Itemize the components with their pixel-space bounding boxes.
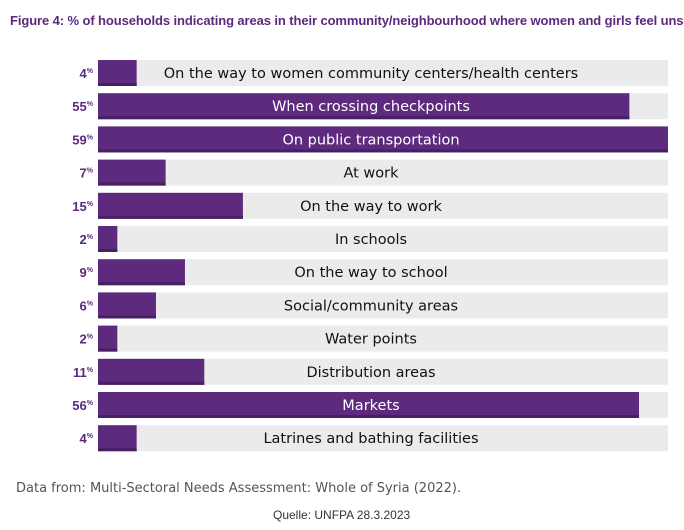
- bar-shadow: [98, 83, 137, 86]
- bar-shadow: [98, 215, 243, 219]
- value-number: 4: [80, 431, 88, 446]
- value-label: 2%: [80, 232, 94, 247]
- value-label: 9%: [80, 265, 94, 280]
- bar: [98, 292, 156, 319]
- value-number: 56: [72, 398, 86, 413]
- value-unit: %: [87, 367, 94, 374]
- category-label: On the way to women community centers/he…: [164, 66, 578, 82]
- category-label: In schools: [335, 232, 407, 248]
- chart-title: Figure 4: % of households indicating are…: [10, 13, 684, 28]
- value-label: 4%: [80, 431, 94, 446]
- bar-shadow: [98, 116, 630, 120]
- bar-track: [98, 425, 668, 452]
- bar: [98, 60, 137, 86]
- value-number: 6: [80, 298, 87, 313]
- value-number: 7: [80, 166, 87, 181]
- value-label: 55%: [72, 99, 93, 114]
- value-number: 11: [73, 365, 87, 380]
- bar: [98, 259, 185, 286]
- category-label: Distribution areas: [306, 365, 435, 381]
- bar-shadow: [98, 381, 205, 385]
- value-unit: %: [87, 201, 94, 208]
- value-number: 2: [80, 232, 87, 247]
- bar: [98, 93, 630, 120]
- bar-shadow: [98, 149, 668, 153]
- category-label: On public transportation: [282, 132, 459, 148]
- bar: [98, 226, 118, 252]
- value-number: 9: [80, 265, 87, 280]
- value-number: 4: [80, 66, 88, 81]
- value-label: 15%: [72, 199, 93, 214]
- value-unit: %: [87, 234, 94, 241]
- source-note: Data from: Multi-Sectoral Needs Assessme…: [16, 481, 462, 496]
- category-label: Markets: [342, 398, 399, 414]
- bar-shadow: [98, 249, 118, 252]
- value-number: 55: [72, 99, 86, 114]
- bar: [98, 358, 205, 385]
- category-label: When crossing checkpoints: [272, 99, 470, 115]
- bar-shadow: [98, 282, 185, 286]
- bar-track: [98, 292, 668, 319]
- bar-shadow: [98, 348, 118, 352]
- category-label: Latrines and bathing facilities: [263, 431, 478, 447]
- bar-chart: 4% On the way to women community centers/…: [72, 60, 668, 452]
- value-label: 2%: [80, 332, 94, 347]
- value-unit: %: [87, 68, 94, 75]
- category-label: On the way to work: [300, 199, 442, 215]
- bar: [98, 392, 640, 418]
- value-number: 59: [72, 132, 86, 147]
- bar-shadow: [98, 448, 137, 452]
- category-label: Social/community areas: [284, 298, 458, 314]
- category-label: Water points: [325, 332, 417, 348]
- value-number: 2: [80, 332, 87, 347]
- bar: [98, 192, 243, 219]
- bar-track: [98, 325, 668, 352]
- value-unit: %: [87, 300, 94, 307]
- value-unit: %: [87, 433, 94, 440]
- value-unit: %: [87, 267, 94, 274]
- value-unit: %: [87, 334, 94, 341]
- bar: [98, 425, 137, 452]
- credit-line: Quelle: UNFPA 28.3.2023: [273, 508, 411, 522]
- bar: [98, 126, 668, 153]
- value-unit: %: [87, 101, 94, 108]
- value-label: 56%: [72, 398, 93, 413]
- value-label: 6%: [80, 298, 94, 313]
- bar: [98, 159, 166, 186]
- bar-track: [98, 226, 668, 252]
- category-label: At work: [343, 166, 399, 182]
- bar: [98, 325, 118, 352]
- value-unit: %: [87, 134, 94, 141]
- value-number: 15: [72, 199, 86, 214]
- bar-track: [98, 159, 668, 186]
- bar-track: [98, 60, 668, 86]
- category-label: On the way to school: [294, 265, 447, 281]
- value-label: 7%: [80, 166, 94, 181]
- value-label: 4%: [80, 66, 94, 81]
- bar-shadow: [98, 415, 640, 418]
- bar-shadow: [98, 315, 156, 319]
- bar-track: [98, 259, 668, 286]
- bar-shadow: [98, 182, 166, 186]
- value-unit: %: [87, 400, 94, 407]
- value-label: 11%: [73, 365, 94, 380]
- value-unit: %: [87, 168, 94, 175]
- value-label: 59%: [72, 132, 93, 147]
